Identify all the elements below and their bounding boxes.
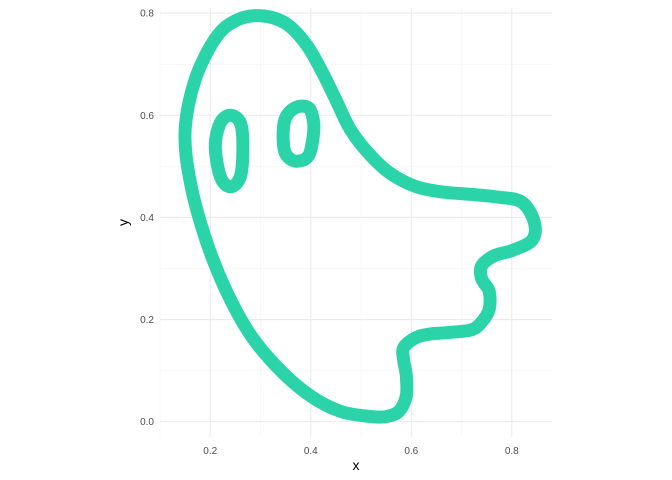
ghost-left-eye-line bbox=[208, 108, 250, 194]
x-axis-title: x bbox=[353, 457, 360, 473]
ghost-body-line bbox=[178, 9, 542, 424]
x-tick-label: 0.4 bbox=[304, 446, 318, 457]
y-axis-title: y bbox=[115, 219, 131, 226]
tick-labels: 0.2 0.4 0.6 0.8 0.0 0.2 0.4 0.6 0.8 bbox=[140, 9, 519, 457]
x-tick-label: 0.6 bbox=[404, 446, 418, 457]
y-tick-label: 0.8 bbox=[140, 9, 154, 20]
x-tick-label: 0.2 bbox=[203, 446, 217, 457]
ghost-right-eye-line bbox=[276, 99, 321, 168]
grid bbox=[159, 8, 552, 437]
series-group bbox=[178, 9, 542, 424]
y-tick-label: 0.0 bbox=[140, 417, 154, 428]
y-tick-label: 0.2 bbox=[140, 315, 154, 326]
y-tick-label: 0.6 bbox=[140, 111, 154, 122]
y-tick-label: 0.4 bbox=[140, 213, 154, 224]
x-tick-label: 0.8 bbox=[505, 446, 519, 457]
